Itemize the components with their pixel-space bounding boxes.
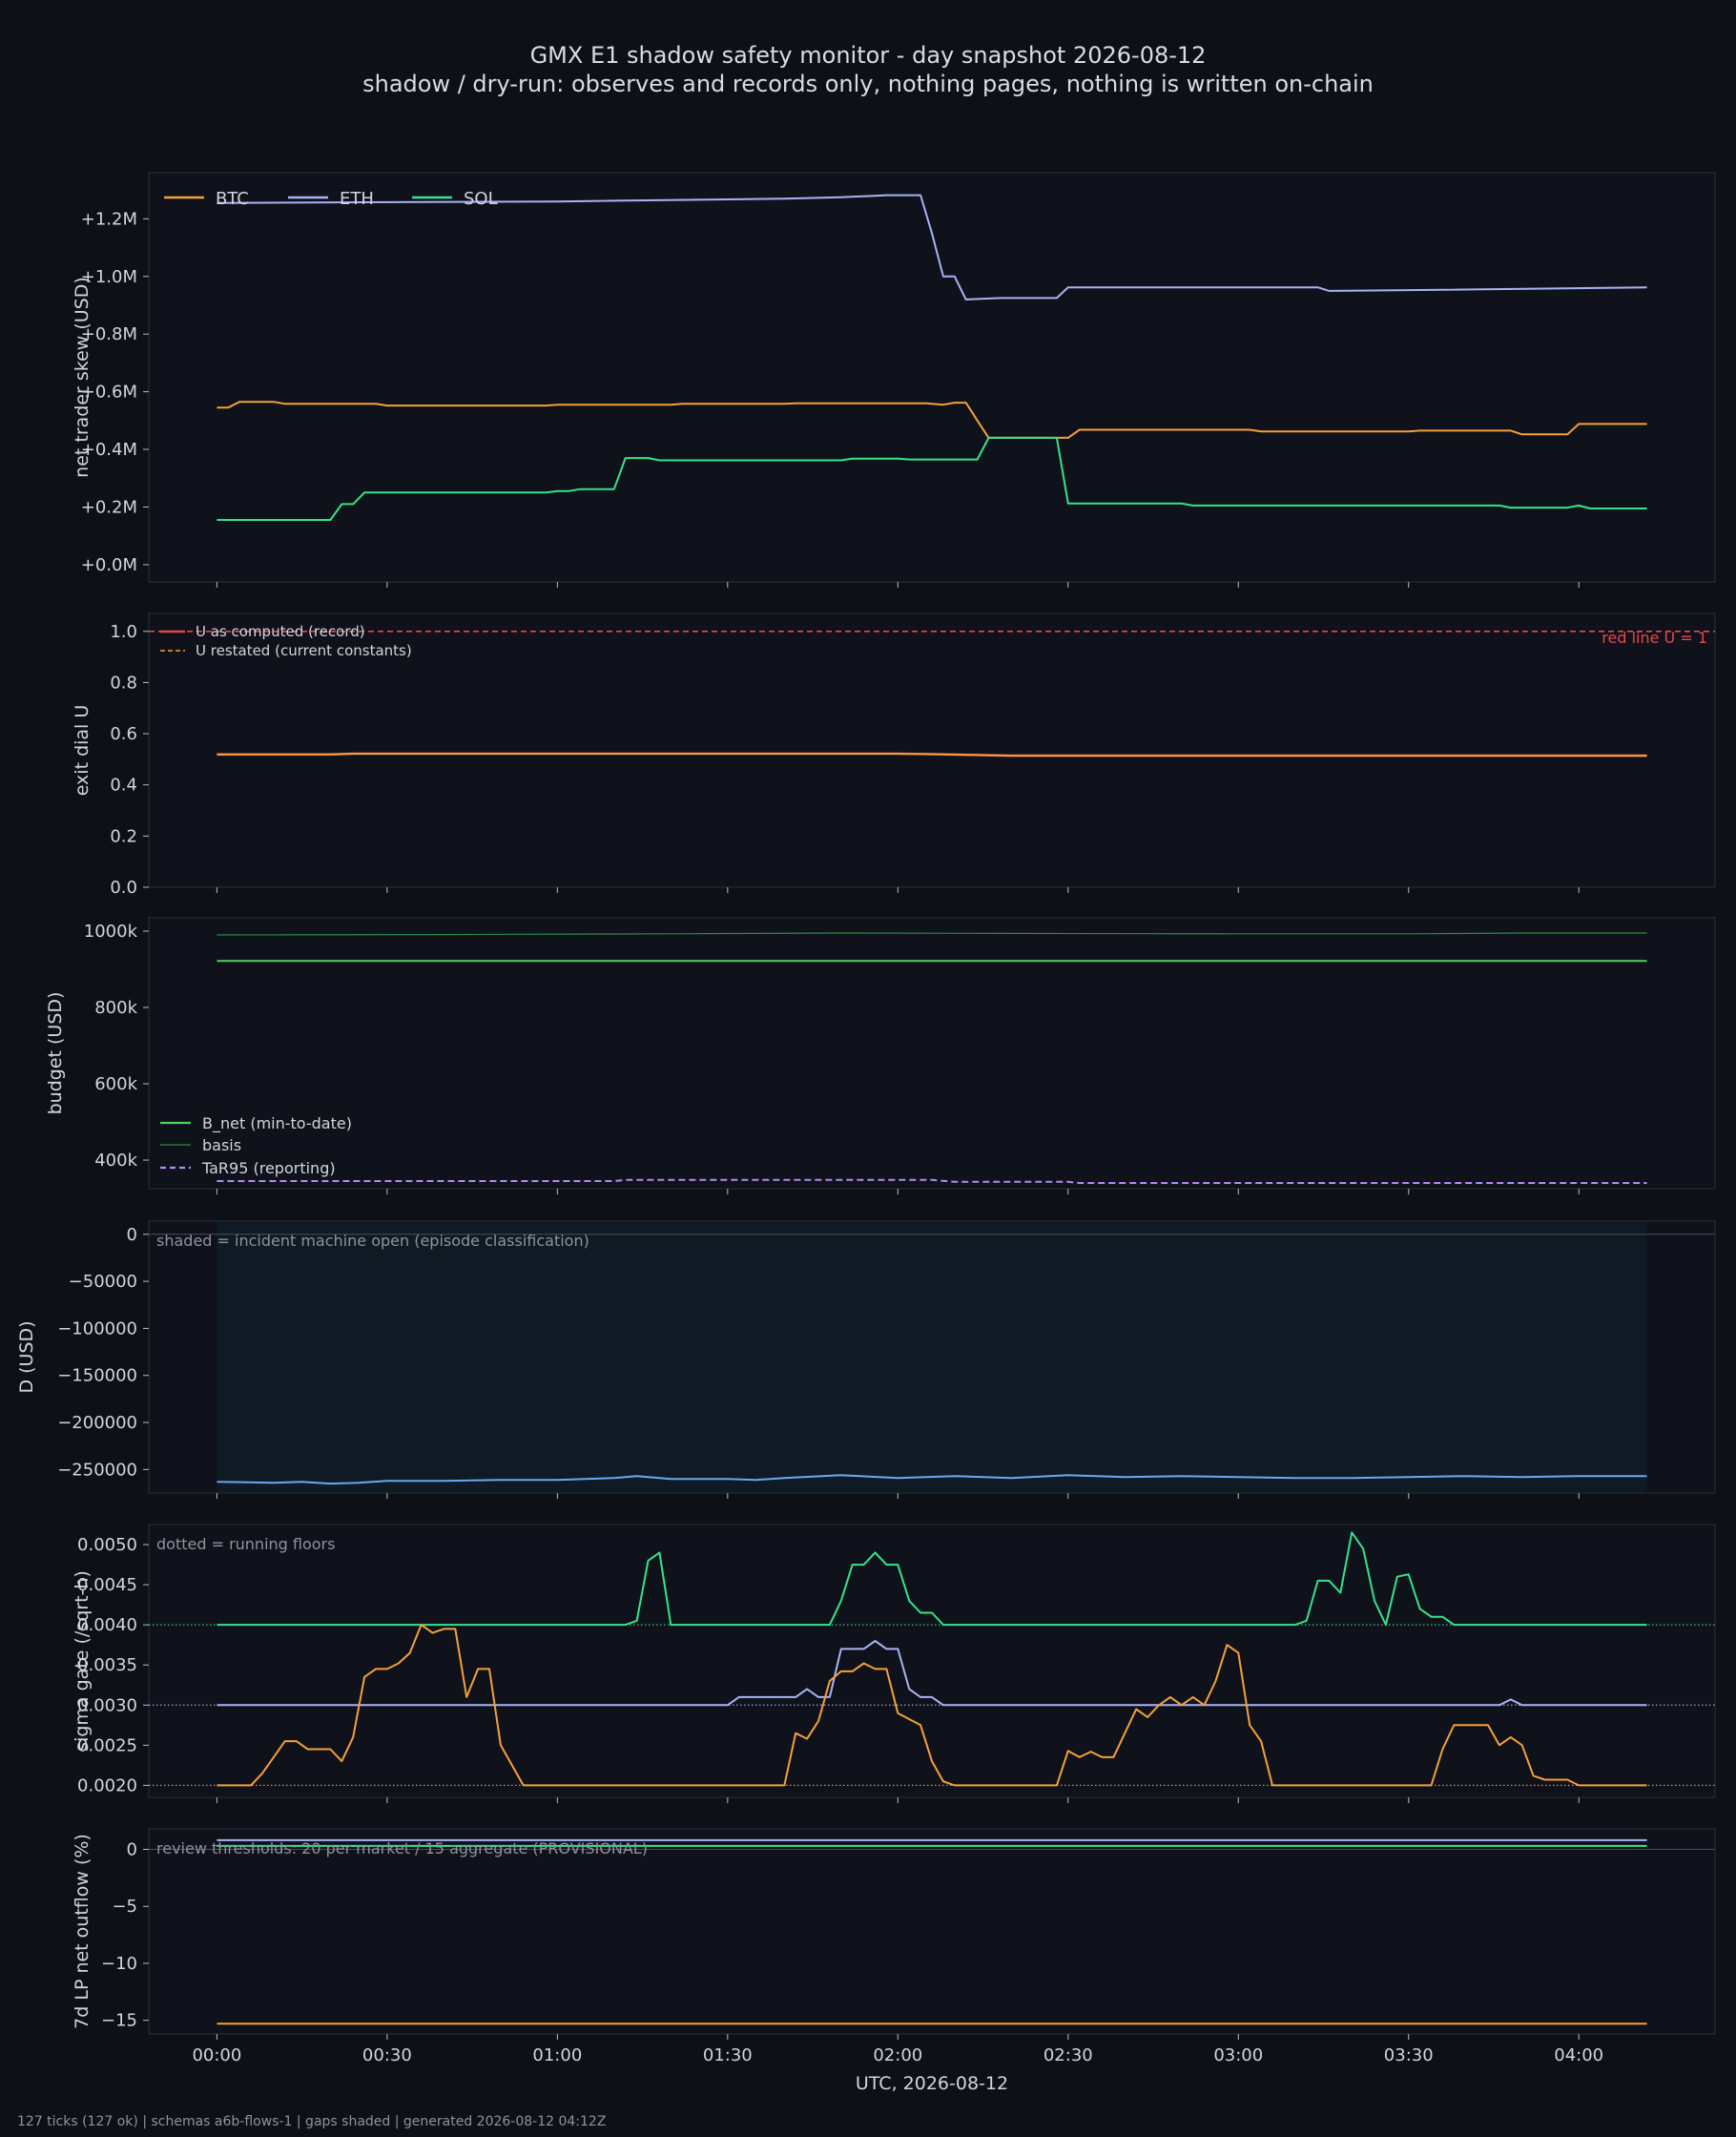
x-tick-label: 00:30 [362, 2045, 412, 2065]
panel-frame [148, 1524, 1716, 1798]
panels-group: +0.0M +0.2M +0.4M +0.6M +0.8M +1.0M +1.2M net t… [16, 172, 1716, 2094]
panel-1: +0.0M +0.2M +0.4M +0.6M +0.8M +1.0M +1.2M net t… [72, 172, 1716, 588]
y-tick-label: −10 [101, 1954, 137, 1974]
y-tick-label: +0.0M [81, 555, 137, 575]
footer-status: 127 ticks (127 ok) | schemas a6b-flows-1… [17, 2114, 606, 2129]
y-tick-label: +0.6M [81, 383, 137, 403]
y-axis-label: 7d LP net outflow (%) [72, 1834, 93, 2029]
x-tick-label: 01:00 [532, 2045, 582, 2065]
panel-frame [148, 1828, 1716, 2035]
series-line-btc [217, 1624, 1647, 1787]
legend-label: SOL [464, 189, 498, 209]
series-line-basis [217, 932, 1647, 936]
y-tick-label: −5 [112, 1897, 137, 1917]
chart-title: GMX E1 shadow safety monitor - day snaps… [530, 42, 1207, 69]
panel-frame [148, 917, 1716, 1190]
y-tick-label: 600k [94, 1074, 137, 1094]
y-tick-label: +1.0M [81, 267, 137, 287]
y-tick-label: 0.0040 [77, 1615, 137, 1635]
y-tick-label: 0.0030 [77, 1695, 137, 1715]
y-tick-label: 0 [127, 1840, 137, 1860]
y-tick-label: 0.4 [110, 776, 137, 796]
legend-label: U as computed (record) [196, 623, 365, 640]
y-tick-label: −15 [101, 2011, 137, 2031]
y-tick-label: 0.8 [110, 673, 137, 693]
panel-6: 0 −5 −10 −15 7d LP net outflow (%) review thr… [72, 1828, 1716, 2094]
chart-subtitle: shadow / dry-run: observes and records o… [362, 71, 1374, 97]
panel-5: 0.0020 0.0025 0.0030 0.0035 0.0040 0.0045 0.00… [72, 1524, 1716, 1803]
panel-frame [148, 172, 1716, 583]
series-line-sol [217, 1531, 1647, 1627]
y-tick-label: 0.0025 [77, 1735, 137, 1755]
y-tick-label: 0.0035 [77, 1655, 137, 1675]
x-tick-label: 04:00 [1554, 2045, 1603, 2065]
y-axis-label: sigma gate (/sqrt-h) [72, 1570, 93, 1752]
panel-annotation: review thresholds: 20 per market / 15 ag… [156, 1839, 648, 1857]
series-line-u [217, 753, 1647, 757]
x-tick-label: 03:30 [1384, 2045, 1434, 2065]
y-tick-label: +0.8M [81, 324, 137, 344]
y-tick-label: −250000 [57, 1460, 137, 1480]
y-tick-label: −50000 [69, 1272, 137, 1292]
legend-label: ETH [340, 189, 374, 209]
y-tick-label: 0.6 [110, 724, 137, 744]
x-tick-label: 03:00 [1213, 2045, 1263, 2065]
panel-annotation: shaded = incident machine open (episode … [156, 1232, 589, 1250]
y-tick-label: 0.0050 [77, 1535, 137, 1555]
legend-label: B_net (min-to-date) [202, 1114, 352, 1133]
incident-shaded-region [217, 1222, 1647, 1492]
panel-4: 0 −50000 −100000 −150000 −200000 −250000 D (US… [16, 1220, 1716, 1499]
y-tick-label: 1000k [84, 922, 138, 942]
y-tick-label: +1.2M [81, 209, 137, 229]
y-tick-label: 800k [94, 998, 137, 1018]
series-line-eth [217, 1640, 1647, 1707]
y-axis-label: exit dial U [72, 705, 93, 797]
panel-annotation: dotted = running floors [156, 1535, 335, 1553]
y-tick-label: 0.0 [110, 878, 137, 898]
y-tick-label: 400k [94, 1151, 137, 1171]
y-axis-label: budget (USD) [45, 992, 66, 1115]
series-line-btc [217, 401, 1647, 439]
x-tick-label: 00:00 [192, 2045, 241, 2065]
y-tick-label: 0.0045 [77, 1575, 137, 1595]
y-tick-label: −200000 [57, 1413, 137, 1433]
panel-3: 400k 600k 800k 1000k budget (USD) B_net (min-… [45, 917, 1716, 1194]
legend-label: U restated (current constants) [196, 642, 412, 659]
series-line-eth [217, 194, 1647, 301]
y-axis-label: D (USD) [16, 1320, 37, 1393]
x-tick-label: 02:00 [873, 2045, 922, 2065]
y-tick-label: 0.2 [110, 826, 137, 846]
x-axis-label: UTC, 2026-08-12 [856, 2073, 1008, 2094]
panel-2: 0.0 0.2 0.4 0.6 0.8 1.0 exit dial U red line U … [72, 612, 1716, 898]
y-tick-label: 0 [127, 1225, 137, 1245]
y-tick-label: 1.0 [110, 622, 137, 642]
y-tick-label: −100000 [57, 1318, 137, 1338]
legend-label: TaR95 (reporting) [201, 1159, 336, 1177]
y-tick-label: −150000 [57, 1366, 137, 1386]
series-line-d [217, 1474, 1647, 1485]
y-tick-label: +0.2M [81, 497, 137, 517]
x-tick-label: 01:30 [703, 2045, 753, 2065]
y-tick-label: 0.0020 [77, 1775, 137, 1795]
red-line-annotation: red line U = 1 [1602, 629, 1707, 647]
series-line-tar95 [217, 1178, 1647, 1184]
panel-frame [148, 612, 1716, 888]
x-tick-label: 02:30 [1044, 2045, 1093, 2065]
y-tick-label: +0.4M [81, 440, 137, 460]
legend-label: BTC [216, 189, 249, 209]
legend-label: basis [202, 1136, 241, 1154]
y-axis-label: net trader skew (USD) [72, 277, 93, 478]
series-line-sol [217, 436, 1647, 521]
